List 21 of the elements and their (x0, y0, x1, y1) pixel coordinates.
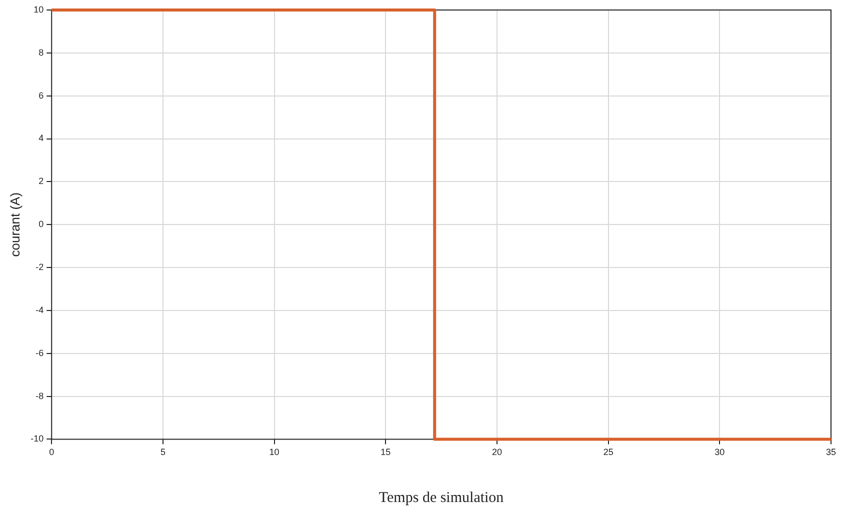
y-tick-label: -10 (30, 434, 44, 444)
x-axis-title: Temps de simulation (378, 490, 504, 506)
x-tick-label: 20 (492, 447, 502, 458)
y-tick-label: 8 (38, 47, 44, 58)
x-tick-label: 0 (49, 447, 54, 458)
y-tick-label: -4 (36, 304, 44, 315)
x-tick-label: 15 (380, 447, 391, 458)
y-tick-label: 10 (34, 4, 44, 14)
y-tick-label: 6 (38, 90, 44, 100)
y-tick-label: -6 (36, 348, 44, 358)
x-tick-label: 10 (269, 447, 280, 458)
x-tick-label: 30 (714, 447, 725, 458)
y-tick-label: 0 (38, 219, 44, 230)
x-tick-label: 25 (603, 447, 614, 458)
y-tick-label: -2 (36, 262, 44, 272)
x-tick-label: 5 (160, 447, 166, 458)
y-tick-label: 4 (38, 133, 44, 144)
y-tick-label: -8 (36, 390, 44, 401)
x-tick-label: 35 (826, 447, 836, 458)
y-tick-label: 2 (38, 176, 44, 186)
y-axis-title: courant (A) (7, 192, 22, 257)
